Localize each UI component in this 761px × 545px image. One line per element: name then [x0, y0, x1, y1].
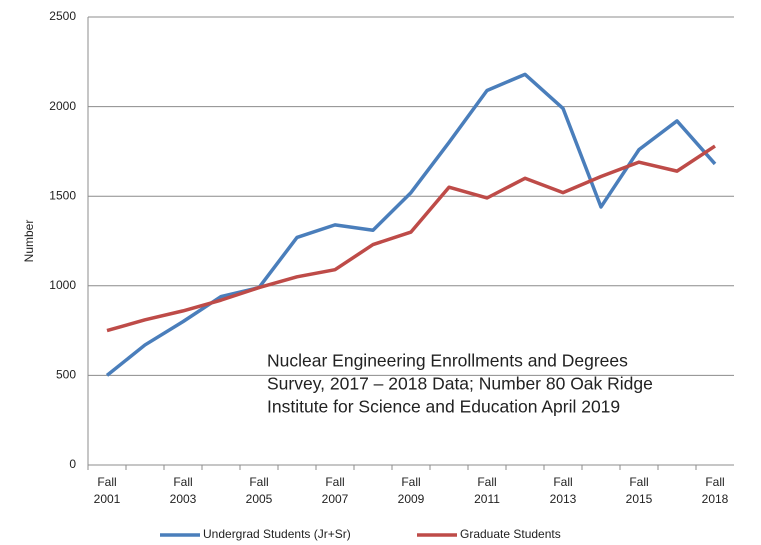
- x-tick-label: Fall 2015: [625, 475, 653, 506]
- x-tick-label: Fall 2011: [474, 475, 500, 506]
- legend-label: Undergrad Students (Jr+Sr): [203, 527, 351, 541]
- series-line: [105, 72, 717, 377]
- annotation: Institute for Science and Education Apri…: [267, 397, 620, 417]
- x-tick-label: Fall 2009: [397, 475, 425, 506]
- y-axis-label: Number: [22, 220, 36, 263]
- x-tick-label: Fall 2007: [321, 475, 349, 506]
- y-tick-label: 0: [69, 457, 76, 471]
- x-tick-label: Fall 2018: [701, 475, 729, 506]
- y-tick-label: 1500: [49, 188, 76, 202]
- y-tick-label: 1000: [49, 278, 76, 292]
- x-tick-label: Fall 2005: [245, 475, 273, 506]
- y-tick-label: 500: [56, 368, 76, 382]
- x-tick-label: Fall 2013: [549, 475, 577, 506]
- y-tick-label: 2000: [49, 99, 76, 113]
- y-tick-label: 2500: [49, 9, 76, 23]
- x-tick-label: Fall 2001: [93, 475, 121, 506]
- series-line: [106, 144, 716, 333]
- legend-label: Graduate Students: [460, 527, 561, 541]
- x-tick-label: Fall 2003: [169, 475, 197, 506]
- annotation: Nuclear Engineering Enrollments and Degr…: [267, 351, 628, 371]
- annotation: Survey, 2017 – 2018 Data; Number 80 Oak …: [267, 374, 653, 394]
